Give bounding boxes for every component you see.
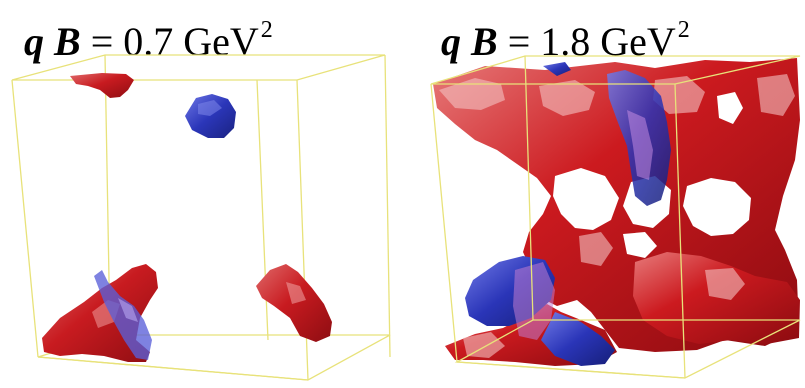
- blue-isosurface: [543, 62, 571, 76]
- surface-highlights: [439, 74, 795, 358]
- symbol-b: B: [471, 19, 498, 64]
- blue-isosurface: [185, 94, 236, 138]
- unit-exponent: 2: [260, 17, 273, 43]
- blue-isosurface: [541, 312, 615, 366]
- red-isosurface: [70, 73, 134, 98]
- symbol-q: q: [441, 19, 461, 64]
- isosurface-render: [430, 55, 801, 379]
- equals-sign: =: [497, 19, 541, 64]
- field-value: 0.7: [123, 19, 174, 64]
- panel-title: q B = 0.7 GeV2: [24, 6, 273, 66]
- field-unit: GeV: [183, 19, 259, 64]
- unit-exponent: 2: [677, 17, 690, 43]
- symbol-b: B: [54, 19, 81, 64]
- symbol-q: q: [24, 19, 44, 64]
- equals-sign: =: [80, 19, 124, 64]
- isosurface-render: [11, 54, 391, 381]
- bounding-box: [430, 55, 801, 379]
- panel-qb-0-7: q B = 0.7 GeV2: [0, 0, 400, 388]
- panel-qb-1-8: q B = 1.8 GeV2: [405, 0, 805, 388]
- blue-isosurface: [94, 270, 152, 360]
